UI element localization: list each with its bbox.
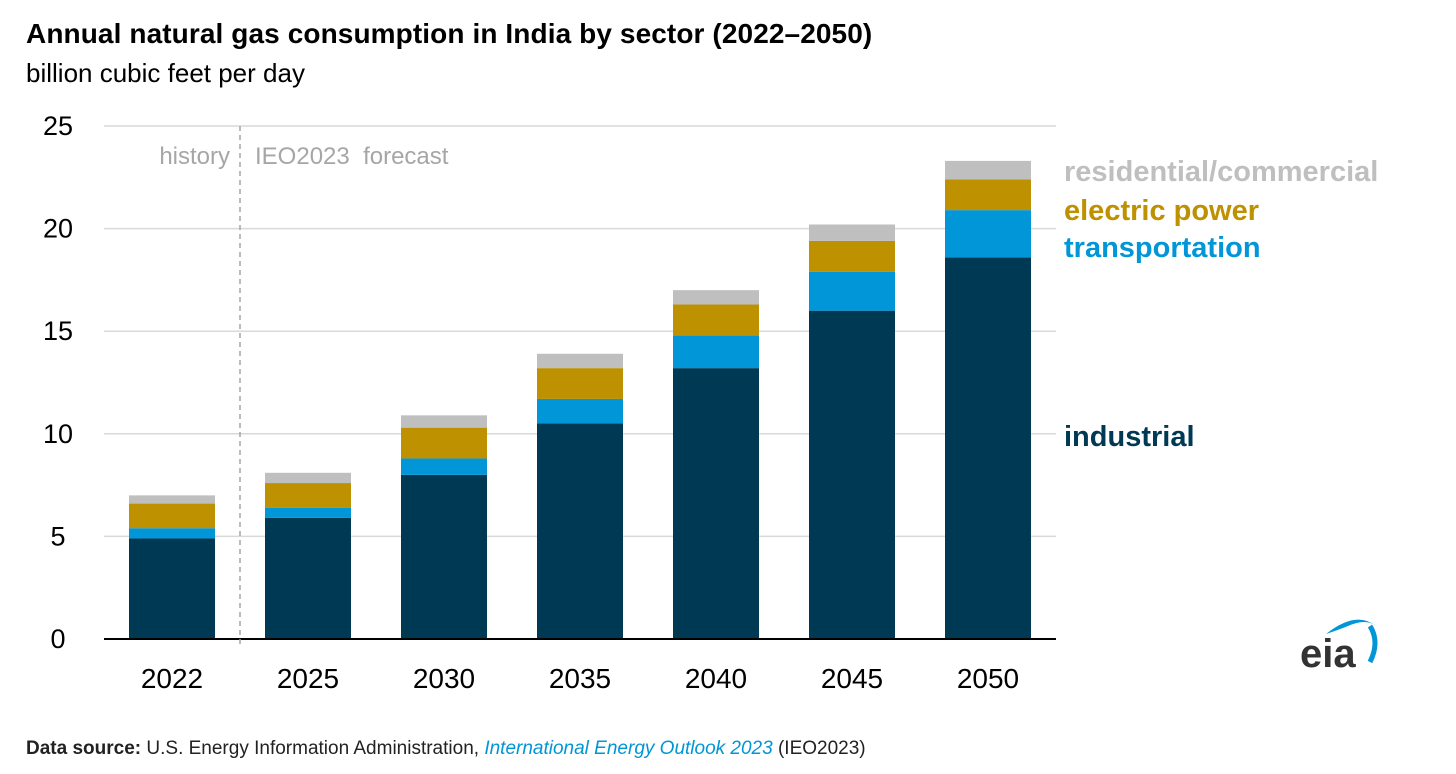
x-axis-ticks: 2022 2025 2030 2035 2040 2045 2050 [141,663,1019,694]
x-tick-label: 2045 [821,663,883,694]
bar-industrial-2025 [265,517,351,639]
bar-residential-commercial-2022 [129,495,215,504]
bar-residential-commercial-2030 [401,415,487,428]
bar-transportation-2030 [401,458,487,475]
bar-transportation-2022 [129,528,215,539]
x-tick-label: 2025 [277,663,339,694]
bar-industrial-2045 [809,310,895,639]
bar-electric-power-2050 [945,179,1031,211]
legend-electric-power: electric power [1064,195,1259,227]
bar-industrial-2050 [945,257,1031,639]
bar-transportation-2025 [265,507,351,518]
bar-industrial-2035 [537,423,623,639]
bar-electric-power-2030 [401,427,487,459]
bar-electric-power-2025 [265,483,351,508]
x-tick-label: 2035 [549,663,611,694]
y-tick-label: 10 [43,419,73,449]
bar-industrial-2040 [673,368,759,639]
bar-residential-commercial-2045 [809,224,895,241]
legend-transportation: transportation [1064,232,1261,264]
data-source-label: Data source: [26,738,142,759]
x-tick-label: 2022 [141,663,203,694]
bar-residential-commercial-2025 [265,472,351,484]
bar-electric-power-2022 [129,503,215,529]
y-tick-label: 0 [50,624,65,654]
bar-transportation-2035 [537,398,623,424]
bar-residential-commercial-2050 [945,160,1031,180]
chart-title: Annual natural gas consumption in India … [26,18,873,49]
y-axis-ticks: 0 5 10 15 20 25 [43,111,73,654]
bar-electric-power-2040 [673,304,759,336]
data-source-suffix: (IEO2023) [777,738,866,759]
y-tick-label: 25 [43,111,73,141]
history-label: history [159,143,230,170]
chart-subtitle: billion cubic feet per day [26,58,305,88]
legend-industrial: industrial [1064,421,1195,453]
bars [129,160,1031,639]
bar-electric-power-2035 [537,368,623,399]
x-tick-label: 2050 [957,663,1019,694]
bar-residential-commercial-2035 [537,353,623,369]
y-tick-label: 15 [43,316,73,346]
bar-transportation-2050 [945,210,1031,258]
legend: industrial transportation electric power re… [1064,156,1378,453]
data-source-publication: International Energy Outlook 2023 [484,738,773,759]
bar-industrial-2030 [401,474,487,639]
legend-residential-commercial: residential/commercial [1064,156,1378,188]
bar-transportation-2045 [809,271,895,311]
y-tick-label: 5 [50,521,65,551]
forecast-label: IEO2023 forecast [255,143,449,170]
x-tick-label: 2040 [685,663,747,694]
data-source-text: U.S. Energy Information Administration, [146,738,480,759]
x-tick-label: 2030 [413,663,475,694]
data-source: Data source: U.S. Energy Information Adm… [26,738,866,760]
eia-logo-swoosh-icon [1326,619,1378,664]
bar-residential-commercial-2040 [673,290,759,305]
bar-electric-power-2045 [809,240,895,272]
y-tick-label: 20 [43,214,73,244]
bar-industrial-2022 [129,538,215,639]
eia-logo: eia [1296,612,1382,676]
bar-transportation-2040 [673,335,759,369]
eia-logo-text: eia [1300,632,1356,676]
